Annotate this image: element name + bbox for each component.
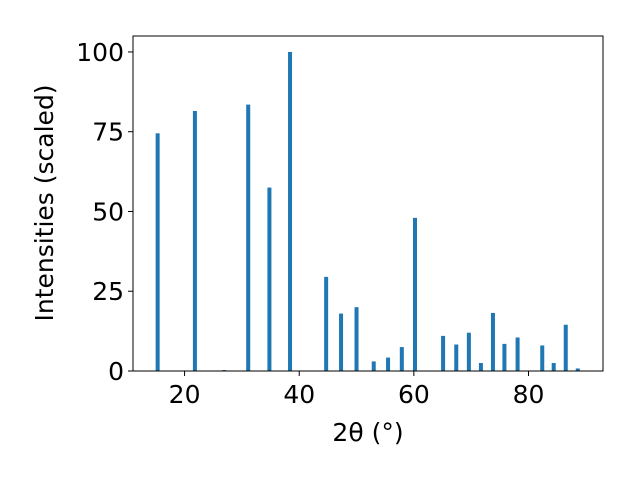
bar xyxy=(399,347,404,371)
bar xyxy=(246,104,251,371)
bar xyxy=(454,344,459,371)
bar xyxy=(371,361,376,371)
plot-frame xyxy=(132,35,604,372)
y-tick-label: 100 xyxy=(76,38,124,67)
bar xyxy=(324,276,329,371)
x-tick-label: 60 xyxy=(398,380,430,409)
bar xyxy=(155,133,160,371)
y-axis-label: Intensities (scaled) xyxy=(30,84,59,321)
bar xyxy=(490,312,495,371)
bar xyxy=(441,335,446,371)
x-tick-label: 80 xyxy=(513,380,545,409)
y-tick-label: 25 xyxy=(92,277,124,306)
y-tick-label: 50 xyxy=(92,197,124,226)
y-tick-label: 75 xyxy=(92,118,124,147)
bars-group xyxy=(155,51,580,371)
bar xyxy=(288,51,293,371)
x-ticks-group: 20 40 60 80 xyxy=(169,371,545,409)
x-axis-label: 2θ (°) xyxy=(332,418,403,447)
bar xyxy=(540,345,545,371)
bar xyxy=(515,337,520,371)
x-tick-label: 40 xyxy=(283,380,315,409)
bar xyxy=(502,343,507,371)
bar xyxy=(339,313,344,371)
bar xyxy=(478,363,483,371)
y-ticks-group: 0 25 50 75 100 xyxy=(76,38,133,386)
bar xyxy=(267,187,272,371)
bar xyxy=(386,357,391,371)
x-tick-label: 20 xyxy=(169,380,201,409)
bar xyxy=(412,217,417,371)
y-tick-label: 0 xyxy=(108,357,124,386)
bar xyxy=(563,324,568,371)
bar xyxy=(575,368,580,371)
bar xyxy=(466,332,471,371)
bar xyxy=(551,363,556,371)
bar xyxy=(192,110,197,371)
bar xyxy=(354,307,359,371)
